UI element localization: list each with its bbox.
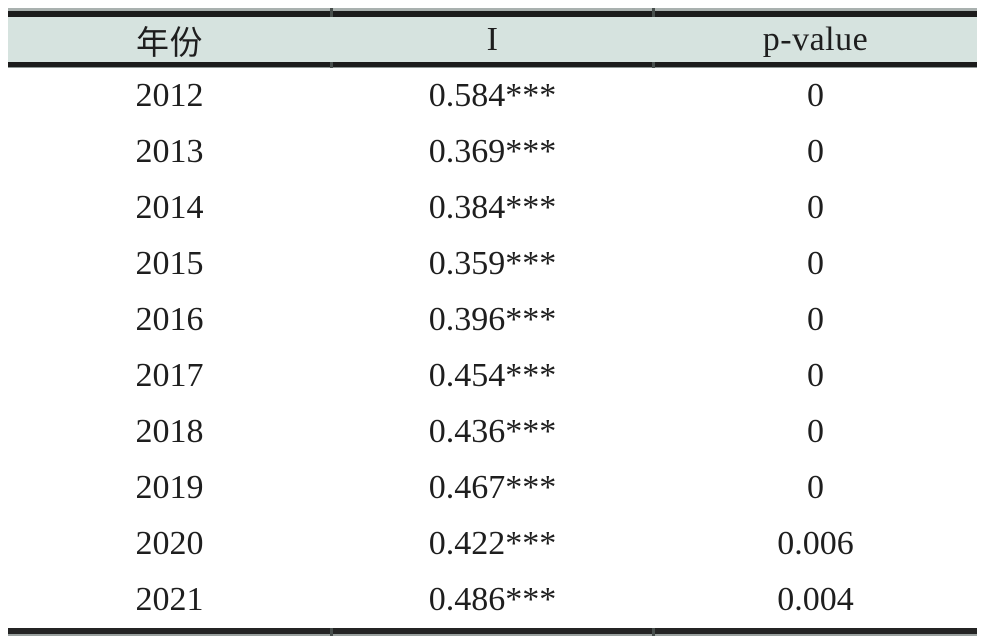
year-cell: 2012 [135, 77, 204, 114]
i-value-cell: 0.384*** [428, 189, 557, 226]
i-value-cell: 0.422*** [428, 525, 557, 562]
table-row: 2014 0.384*** 0 [8, 180, 977, 236]
p-value-cell: 0 [807, 301, 824, 338]
p-value-cell: 0 [807, 189, 824, 226]
header-year: 年份 [136, 23, 203, 61]
column-boundary-tick [652, 628, 656, 636]
column-boundary-tick [329, 8, 333, 17]
table-row: 2020 0.422*** 0.006 [8, 516, 977, 572]
i-value-cell: 0.359*** [428, 245, 557, 282]
i-value-cell: 0.584*** [428, 77, 557, 114]
p-value-cell: 0 [807, 133, 824, 170]
p-value-cell: 0.004 [777, 581, 854, 618]
table-body: 2012 0.584*** 0 2013 0.369*** 0 2014 0.3… [8, 68, 977, 628]
table-row: 2015 0.359*** 0 [8, 236, 977, 292]
column-boundary-tick [652, 62, 656, 68]
table-row: 2018 0.436*** 0 [8, 404, 977, 460]
year-cell: 2014 [135, 189, 204, 226]
i-value-cell: 0.436*** [428, 413, 557, 450]
year-cell: 2021 [135, 581, 204, 618]
p-value-cell: 0 [807, 77, 824, 114]
table-row: 2012 0.584*** 0 [8, 68, 977, 124]
table-row: 2017 0.454*** 0 [8, 348, 977, 404]
top-rule [8, 8, 977, 17]
year-cell: 2018 [135, 413, 204, 450]
header-moran-i: I [486, 20, 499, 58]
p-value-cell: 0.006 [777, 525, 854, 562]
i-value-cell: 0.454*** [428, 357, 557, 394]
table-row: 2013 0.369*** 0 [8, 124, 977, 180]
year-cell: 2013 [135, 133, 204, 170]
moran-i-statistics-table: 年份 I p-value 2012 0.584*** 0 2013 0.369*… [8, 8, 977, 636]
p-value-cell: 0 [807, 413, 824, 450]
p-value-cell: 0 [807, 357, 824, 394]
header-p-value: p-value [762, 20, 869, 58]
year-cell: 2019 [135, 469, 204, 506]
year-cell: 2017 [135, 357, 204, 394]
year-cell: 2020 [135, 525, 204, 562]
column-boundary-tick [329, 62, 333, 68]
i-value-cell: 0.486*** [428, 581, 557, 618]
column-boundary-tick [329, 628, 333, 636]
year-cell: 2015 [135, 245, 204, 282]
bottom-rule [8, 628, 977, 636]
table-row: 2021 0.486*** 0.004 [8, 572, 977, 628]
year-cell: 2016 [135, 301, 204, 338]
p-value-cell: 0 [807, 469, 824, 506]
i-value-cell: 0.369*** [428, 133, 557, 170]
i-value-cell: 0.396*** [428, 301, 557, 338]
table-row: 2019 0.467*** 0 [8, 460, 977, 516]
table-header-row: 年份 I p-value [8, 17, 977, 62]
column-boundary-tick [652, 8, 656, 17]
header-separator-rule [8, 62, 977, 68]
p-value-cell: 0 [807, 245, 824, 282]
i-value-cell: 0.467*** [428, 469, 557, 506]
table-row: 2016 0.396*** 0 [8, 292, 977, 348]
